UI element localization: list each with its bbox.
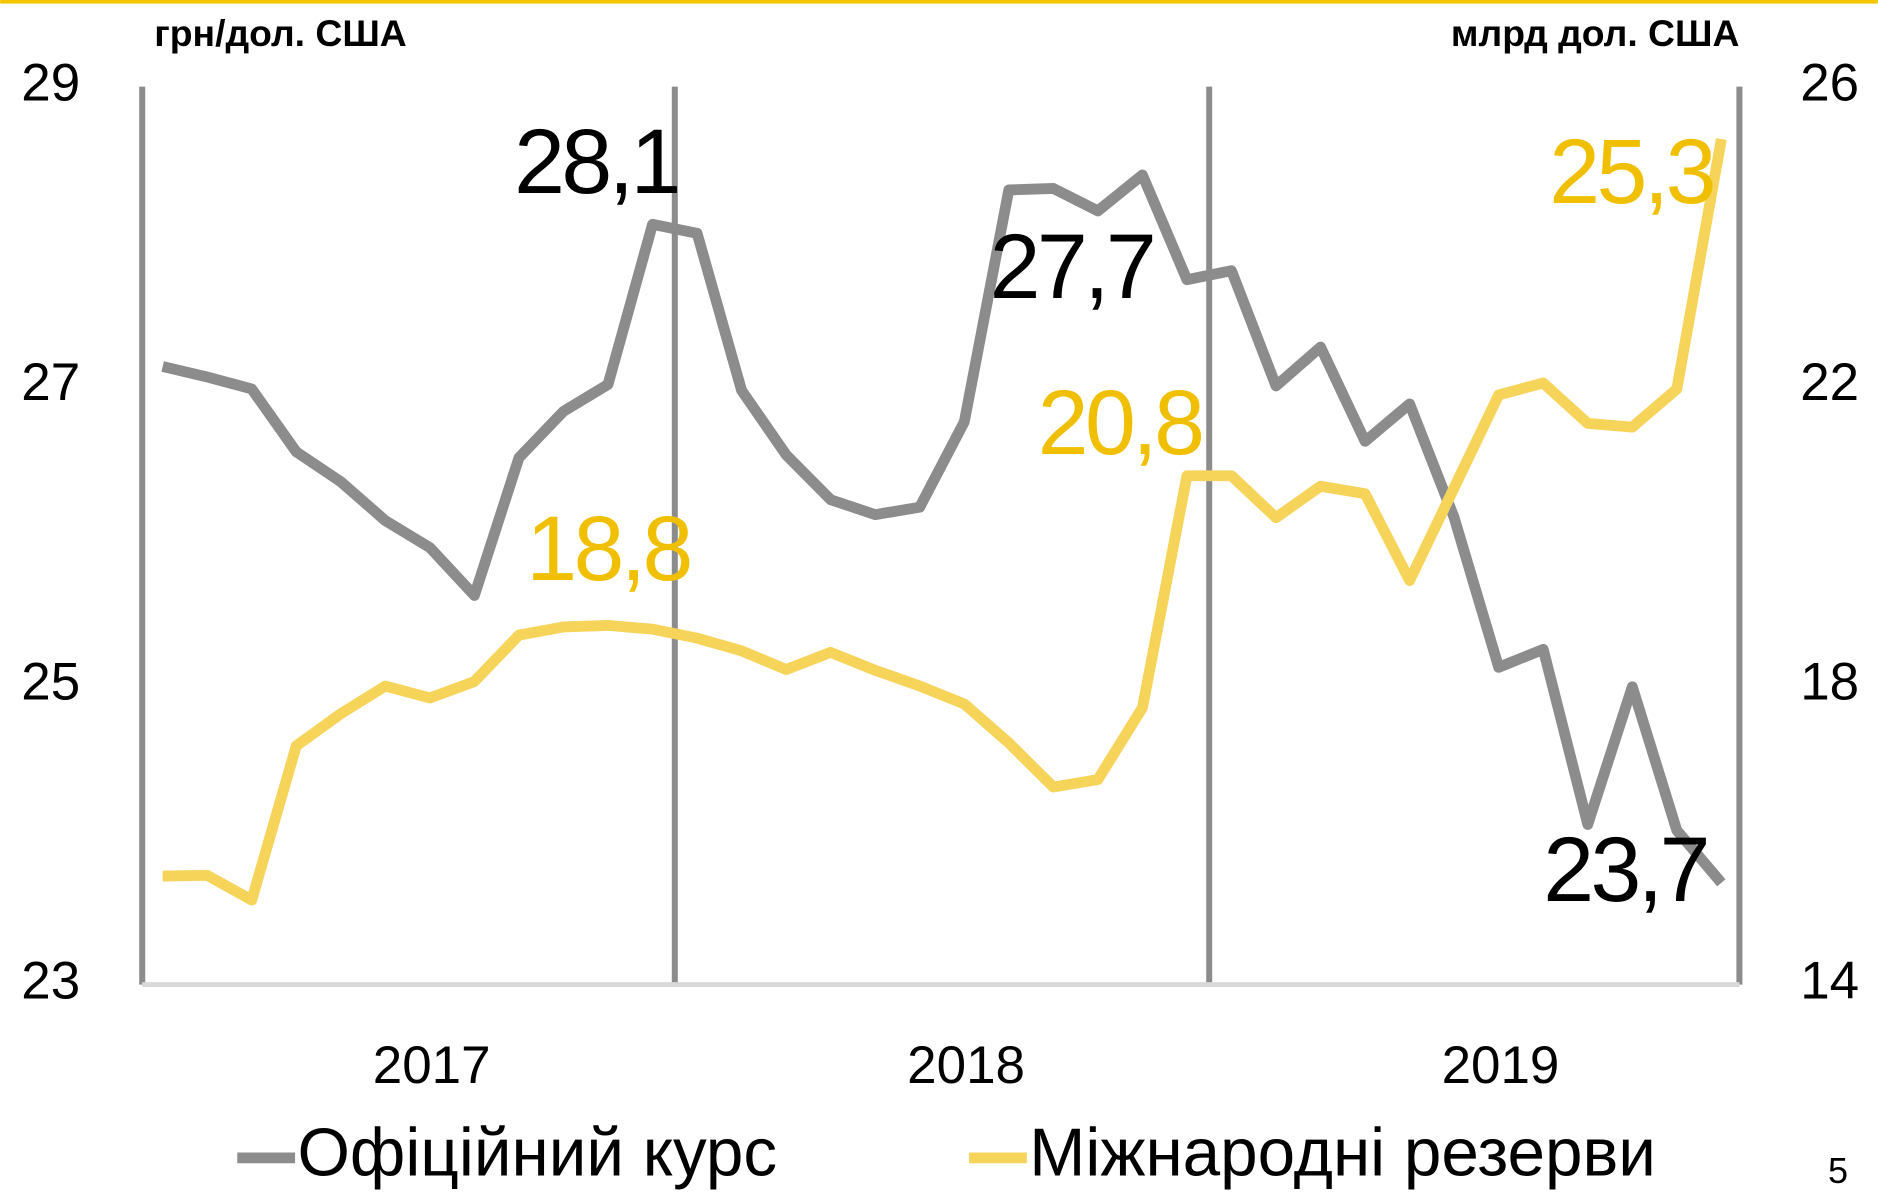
x-tick-label: 2017 <box>373 1036 491 1095</box>
y2-tick-label: 18 <box>1800 652 1859 711</box>
page-number: 5 <box>1828 1150 1848 1191</box>
y-tick-label: 29 <box>21 54 80 113</box>
series-line <box>162 138 1727 906</box>
legend-label: Офіційний курс <box>297 1116 777 1191</box>
top-rule <box>0 0 1878 4</box>
x-tick-label: 2019 <box>1442 1036 1560 1095</box>
y-tick-label: 23 <box>21 952 80 1011</box>
y2-tick-label: 14 <box>1800 952 1859 1011</box>
data-label: 25,3 <box>1549 121 1713 223</box>
data-label: 28,1 <box>514 111 678 213</box>
series-line <box>161 169 1726 887</box>
data-label: 18,8 <box>526 498 690 600</box>
y-axis-unit: грн/дол. США <box>154 12 407 54</box>
y2-tick-label: 22 <box>1800 353 1859 412</box>
legend-label: Міжнародні резерви <box>1029 1116 1656 1191</box>
y2-axis-unit: млрд дол. США <box>1451 12 1739 54</box>
x-tick-label: 2018 <box>907 1036 1025 1095</box>
data-label: 27,7 <box>990 216 1154 318</box>
y2-tick-label: 26 <box>1800 54 1859 113</box>
y-tick-label: 27 <box>21 353 80 412</box>
data-label: 23,7 <box>1543 819 1707 921</box>
data-label: 20,8 <box>1038 372 1202 474</box>
y-tick-label: 25 <box>21 652 80 711</box>
